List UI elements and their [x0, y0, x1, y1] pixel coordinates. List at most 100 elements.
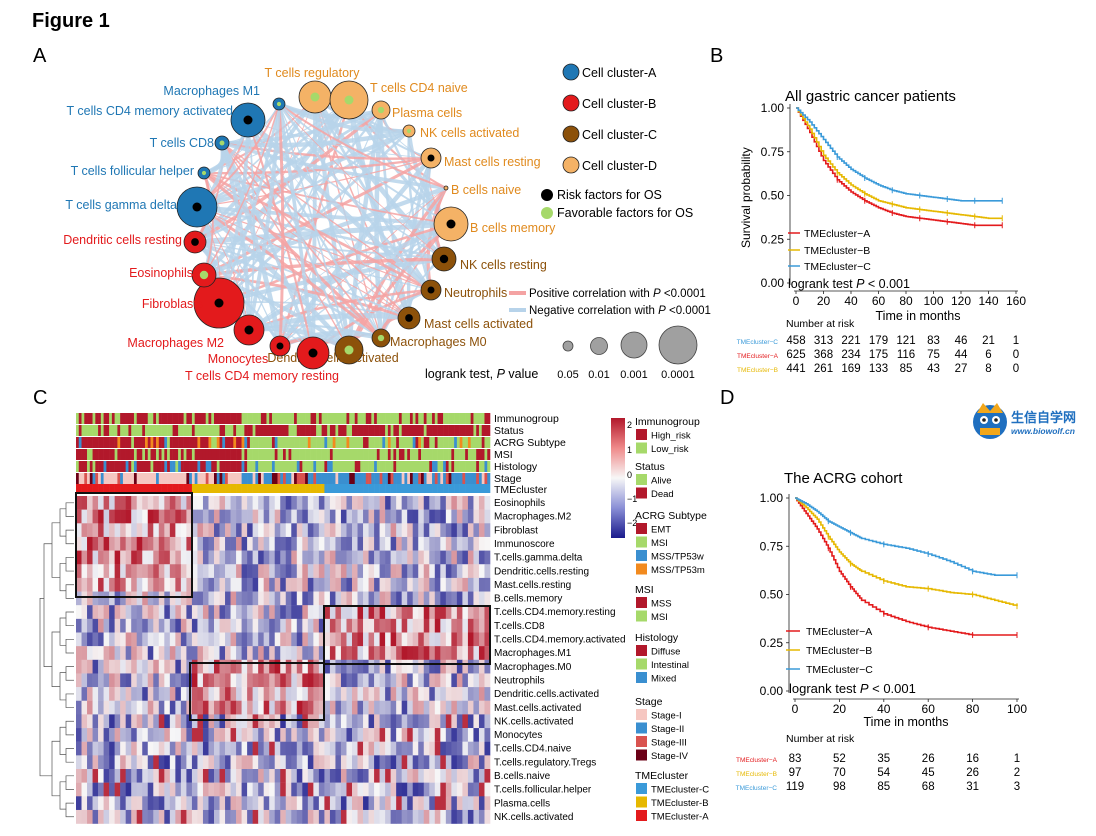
heatmap-cell: [418, 796, 425, 811]
heatmap-cell: [291, 728, 298, 742]
heatmap-cell: [346, 673, 353, 688]
heatmap-cell: [175, 673, 182, 688]
heatmap-cell: [357, 659, 364, 674]
annotation-cell: [445, 473, 449, 484]
heatmap-cell: [412, 564, 419, 579]
heatmap-cell: [407, 687, 414, 701]
network-node-factor-dot: [439, 254, 449, 264]
annotation-cell: [117, 484, 121, 493]
annotation-cell: [139, 484, 143, 493]
heatmap-cell: [92, 741, 99, 756]
annotation-cell: [142, 449, 146, 460]
annotation-cell: [236, 449, 240, 460]
heatmap-cell: [379, 591, 386, 606]
annotation-cell: [401, 473, 405, 484]
legend-cluster-b: Cell cluster-B: [582, 97, 656, 111]
negative-correlation-edge: [247, 119, 255, 331]
annotation-cell: [84, 413, 88, 424]
annotation-cell: [180, 484, 184, 493]
heatmap-cell: [412, 796, 419, 811]
watermark-url: www.biowolf.cn: [1011, 426, 1075, 436]
annotation-cell: [313, 449, 317, 460]
heatmap-cell: [329, 646, 336, 660]
heatmap-cell: [418, 782, 425, 797]
annotation-cell: [89, 484, 93, 493]
heatmap-cell: [103, 523, 110, 538]
annotation-cell: [98, 425, 102, 436]
heatmap-cell: [357, 700, 364, 715]
heatmap-cell: [81, 577, 88, 592]
heatmap-cell: [247, 618, 253, 633]
heatmap-cell: [87, 687, 93, 701]
annotation-cell: [470, 449, 474, 460]
heatmap-cell: [208, 673, 215, 688]
heatmap-row-label: Neutrophils: [494, 676, 545, 687]
dendrogram-branch: [43, 543, 52, 667]
heatmap-cell: [302, 564, 309, 579]
heatmap-cell: [291, 605, 298, 620]
heatmap-cell: [247, 728, 253, 742]
annotation-cell: [120, 413, 124, 424]
annotation-cell: [200, 449, 204, 460]
heatmap-cell: [131, 496, 138, 510]
annotation-cell: [76, 413, 80, 424]
heatmap-cell: [214, 550, 220, 565]
heatmap-cell: [158, 755, 165, 770]
annotation-cell: [398, 461, 402, 472]
heatmap-cell: [175, 687, 182, 701]
annotation-cell: [332, 461, 336, 472]
heatmap-cell: [462, 605, 469, 620]
annotation-cell: [225, 413, 229, 424]
legend-swatch: [636, 709, 647, 720]
annotation-cell: [247, 449, 251, 460]
heatmap-cell: [98, 728, 104, 742]
heatmap-cell: [180, 700, 187, 715]
annotation-cell: [404, 484, 408, 493]
annotation-cell: [164, 425, 168, 436]
annotation-cell: [266, 425, 270, 436]
heatmap-cell: [291, 536, 298, 551]
annotation-cell: [379, 484, 383, 493]
heatmap-cell: [346, 577, 353, 592]
annotation-cell: [374, 484, 378, 493]
annotation-cell: [357, 437, 361, 448]
heatmap-cell: [484, 632, 491, 647]
annotation-cell: [459, 473, 463, 484]
annotation-cell: [219, 449, 223, 460]
annotation-cell: [379, 437, 383, 448]
heatmap-cell: [241, 496, 248, 510]
heatmap-cell: [318, 618, 325, 633]
annotation-cell: [407, 437, 411, 448]
heatmap-cell: [269, 700, 276, 715]
heatmap-cell: [374, 687, 380, 701]
annotation-cell: [343, 413, 347, 424]
heatmap-cell: [302, 809, 309, 824]
annotation-cell: [280, 413, 284, 424]
heatmap-cell: [324, 577, 331, 592]
heatmap-cell: [114, 564, 121, 579]
annotation-cell: [274, 437, 278, 448]
heatmap-cell: [363, 728, 369, 742]
heatmap-cell: [269, 687, 276, 701]
heatmap-cell: [147, 605, 154, 620]
heatmap-cell: [296, 591, 303, 606]
annotation-cell: [321, 425, 325, 436]
heatmap-cell: [340, 564, 347, 579]
annotation-cell: [280, 437, 284, 448]
annotation-cell: [354, 473, 358, 484]
heatmap-cell: [390, 605, 397, 620]
annotation-cell: [387, 437, 391, 448]
heatmap-cell: [401, 809, 408, 824]
heatmap-cell: [423, 577, 430, 592]
annotation-cell: [409, 461, 414, 472]
heatmap-cell: [324, 755, 331, 770]
heatmap-cell: [368, 523, 375, 538]
annotation-cell: [327, 484, 331, 493]
heatmap-cell: [434, 564, 441, 579]
heatmap-cell: [120, 646, 126, 660]
heatmap-cell: [379, 496, 386, 510]
heatmap-cell: [302, 591, 309, 606]
heatmap-cell: [313, 769, 320, 783]
annotation-cell: [269, 449, 273, 460]
heatmap-cell: [142, 632, 149, 647]
